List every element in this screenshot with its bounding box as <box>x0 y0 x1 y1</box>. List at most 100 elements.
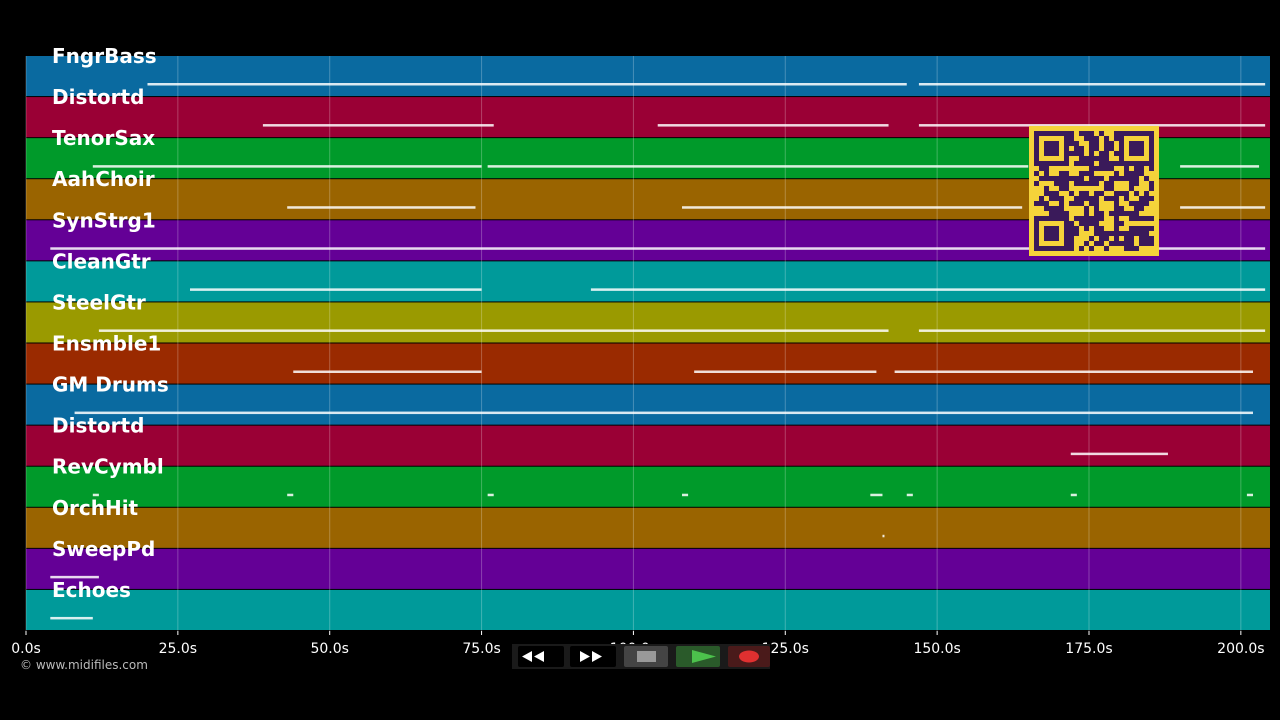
forward-button[interactable] <box>570 646 616 667</box>
qr-module <box>1124 211 1129 216</box>
qr-module <box>1049 191 1054 196</box>
qr-module <box>1129 216 1134 221</box>
qr-module <box>1144 241 1149 246</box>
qr-module <box>1089 181 1094 186</box>
track-lane <box>26 261 1270 302</box>
note-span <box>918 329 1266 332</box>
qr-module <box>1099 166 1104 171</box>
qr-module <box>1149 166 1154 171</box>
qr-module <box>1059 196 1064 201</box>
qr-module <box>1104 151 1109 156</box>
qr-module <box>1054 181 1059 186</box>
qr-module <box>1074 216 1079 221</box>
qr-module <box>1034 241 1039 246</box>
qr-module <box>1039 246 1044 251</box>
qr-module <box>1034 246 1039 251</box>
qr-module <box>1119 176 1124 181</box>
qr-module <box>1109 241 1114 246</box>
qr-module <box>1114 176 1119 181</box>
qr-module <box>1144 201 1149 206</box>
qr-module <box>1114 231 1119 236</box>
qr-module <box>1064 181 1069 186</box>
qr-code <box>1029 126 1159 256</box>
note-span <box>92 493 99 497</box>
qr-module <box>1149 156 1154 161</box>
qr-module <box>1044 231 1049 236</box>
qr-module <box>1144 231 1149 236</box>
qr-module <box>1104 181 1109 186</box>
track-name: Distortd <box>52 85 144 109</box>
qr-module <box>1069 226 1074 231</box>
qr-module <box>1119 241 1124 246</box>
qr-module <box>1049 146 1054 151</box>
qr-module <box>1064 211 1069 216</box>
qr-module <box>1049 236 1054 241</box>
qr-module <box>1134 181 1139 186</box>
qr-module <box>1144 196 1149 201</box>
qr-module <box>1114 241 1119 246</box>
qr-module <box>1139 236 1144 241</box>
record-icon <box>739 650 759 663</box>
qr-module <box>1149 236 1154 241</box>
qr-module <box>1099 176 1104 181</box>
note-span <box>293 370 482 373</box>
note-span <box>50 575 99 579</box>
qr-module <box>1134 171 1139 176</box>
qr-module <box>1129 161 1134 166</box>
qr-module <box>1144 191 1149 196</box>
qr-module <box>1044 246 1049 251</box>
qr-module <box>1094 141 1099 146</box>
qr-module <box>1104 236 1109 241</box>
qr-module <box>1049 211 1054 216</box>
qr-module <box>1114 226 1119 231</box>
note-span <box>50 616 93 620</box>
tick-label: 50.0s <box>310 641 348 657</box>
track-name: AahChoir <box>52 167 155 191</box>
qr-module <box>1134 151 1139 156</box>
qr-module <box>1084 156 1089 161</box>
qr-module <box>1069 131 1074 136</box>
qr-module <box>1114 191 1119 196</box>
qr-module <box>1134 141 1139 146</box>
note-span <box>92 165 482 168</box>
qr-module <box>1054 131 1059 136</box>
note-span <box>1070 452 1168 456</box>
qr-module <box>1104 166 1109 171</box>
play-button[interactable] <box>676 646 720 667</box>
qr-module <box>1034 156 1039 161</box>
qr-module <box>1034 231 1039 236</box>
stop-button[interactable] <box>624 646 668 667</box>
qr-module <box>1104 246 1109 251</box>
record-button[interactable] <box>728 646 770 667</box>
track-lane <box>26 384 1270 425</box>
rewind-button[interactable] <box>518 646 564 667</box>
qr-module <box>1069 221 1074 226</box>
qr-module <box>1044 166 1049 171</box>
qr-module <box>1059 131 1064 136</box>
note-span <box>906 493 913 497</box>
qr-module <box>1124 236 1129 241</box>
qr-module <box>1099 156 1104 161</box>
qr-module <box>1149 181 1154 186</box>
qr-module <box>1114 211 1119 216</box>
qr-module <box>1119 191 1124 196</box>
qr-module <box>1149 196 1154 201</box>
qr-module <box>1044 141 1049 146</box>
qr-module <box>1034 136 1039 141</box>
tick-label: 150.0s <box>913 641 960 657</box>
qr-module <box>1079 161 1084 166</box>
track-name: CleanGtr <box>52 249 151 273</box>
qr-module <box>1054 236 1059 241</box>
qr-module <box>1064 146 1069 151</box>
qr-module <box>1064 176 1069 181</box>
qr-module <box>1064 241 1069 246</box>
qr-module <box>1059 176 1064 181</box>
qr-module <box>1044 176 1049 181</box>
qr-module <box>1124 171 1129 176</box>
qr-module <box>1094 221 1099 226</box>
qr-module <box>1074 181 1079 186</box>
qr-module <box>1074 196 1079 201</box>
qr-module <box>1044 201 1049 206</box>
qr-module <box>1089 171 1094 176</box>
